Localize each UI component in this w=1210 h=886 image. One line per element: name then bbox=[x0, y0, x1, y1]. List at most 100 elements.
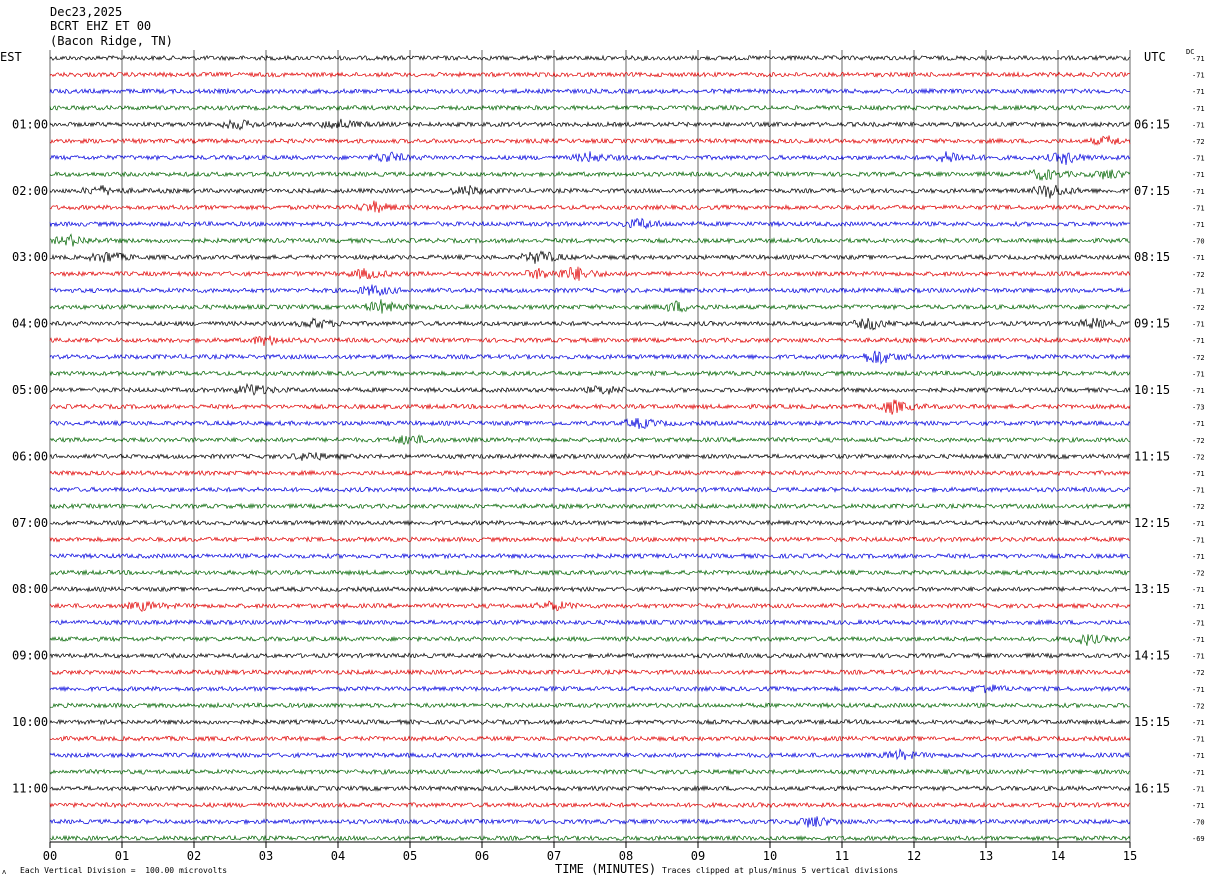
dc-offset-value: -71 bbox=[1192, 321, 1205, 329]
seismic-trace bbox=[49, 569, 1131, 577]
seismic-trace bbox=[49, 801, 1131, 809]
right-hour-label: 15:15 bbox=[1134, 715, 1170, 729]
dc-offset-value: -71 bbox=[1192, 802, 1205, 810]
left-hour-label: 02:00 bbox=[12, 184, 48, 198]
dc-offset-value: -72 bbox=[1192, 570, 1205, 578]
left-hour-label: 08:00 bbox=[12, 582, 48, 596]
dc-offset-value: -71 bbox=[1192, 553, 1205, 561]
dc-offset-value: -72 bbox=[1192, 669, 1205, 677]
dc-offset-value: -71 bbox=[1192, 719, 1205, 727]
dc-offset-value: -71 bbox=[1192, 619, 1205, 627]
right-hour-label: 06:15 bbox=[1134, 117, 1170, 131]
dc-offset-value: -71 bbox=[1192, 603, 1205, 611]
left-hour-label: 09:00 bbox=[12, 649, 48, 663]
right-hour-label: 16:15 bbox=[1134, 781, 1170, 795]
seismic-trace bbox=[49, 233, 1131, 247]
dc-offset-value: -71 bbox=[1192, 254, 1205, 262]
right-hour-label: 11:15 bbox=[1134, 449, 1170, 463]
seismic-trace bbox=[49, 768, 1131, 776]
x-tick-label: 00 bbox=[43, 849, 57, 863]
dc-offset-value: -71 bbox=[1192, 287, 1205, 295]
x-tick-label: 07 bbox=[547, 849, 561, 863]
seismic-trace bbox=[49, 217, 1131, 230]
seismic-trace bbox=[49, 200, 1131, 213]
dc-offset-value: -70 bbox=[1192, 238, 1205, 246]
seismic-trace bbox=[49, 502, 1131, 510]
seismic-trace bbox=[49, 535, 1131, 543]
dc-offset-value: -71 bbox=[1192, 653, 1205, 661]
dc-offset-value: -72 bbox=[1192, 354, 1205, 362]
right-hour-label: 14:15 bbox=[1134, 649, 1170, 663]
dc-offset-value: -71 bbox=[1192, 72, 1205, 80]
right-hour-label: 13:15 bbox=[1134, 582, 1170, 596]
seismic-trace bbox=[49, 600, 1131, 613]
right-hour-label: 09:15 bbox=[1134, 317, 1170, 331]
dc-offset-value: -71 bbox=[1192, 736, 1205, 744]
seismic-trace bbox=[49, 382, 1131, 396]
dc-offset-value: -72 bbox=[1192, 304, 1205, 312]
dc-offset-value: -71 bbox=[1192, 88, 1205, 96]
dc-offset-value: -71 bbox=[1192, 686, 1205, 694]
dc-offset-value: -71 bbox=[1192, 520, 1205, 528]
seismic-trace bbox=[49, 486, 1131, 494]
seismic-trace bbox=[49, 552, 1130, 560]
seismic-trace bbox=[49, 735, 1131, 743]
dc-offset-value: -71 bbox=[1192, 188, 1205, 196]
seismic-trace bbox=[49, 399, 1131, 415]
left-hour-label: 04:00 bbox=[12, 317, 48, 331]
dc-offset-value: -71 bbox=[1192, 337, 1205, 345]
x-tick-label: 05 bbox=[403, 849, 417, 863]
seismic-trace bbox=[49, 519, 1131, 527]
seismic-trace bbox=[49, 317, 1131, 331]
dc-offset-value: -70 bbox=[1192, 819, 1205, 827]
left-hour-label: 07:00 bbox=[12, 516, 48, 530]
seismic-trace bbox=[49, 652, 1131, 660]
seismic-trace bbox=[49, 87, 1131, 95]
seismic-trace bbox=[49, 266, 1131, 281]
dc-offset-value: -71 bbox=[1192, 105, 1205, 113]
left-timezone-label: EST bbox=[0, 50, 22, 64]
right-hour-label: 10:15 bbox=[1134, 383, 1170, 397]
seismic-trace bbox=[49, 284, 1131, 297]
x-axis-label: TIME (MINUTES) bbox=[555, 862, 657, 876]
dc-offset-value: -71 bbox=[1192, 752, 1205, 760]
x-tick-label: 02 bbox=[187, 849, 201, 863]
seismic-trace bbox=[49, 299, 1131, 314]
station-location-label: (Bacon Ridge, TN) bbox=[50, 34, 173, 48]
dc-offset-value: -72 bbox=[1192, 437, 1205, 445]
seismic-trace bbox=[49, 54, 1131, 62]
x-tick-label: 03 bbox=[259, 849, 273, 863]
dc-offset-value: -72 bbox=[1192, 138, 1205, 146]
seismic-trace bbox=[49, 469, 1131, 477]
x-tick-label: 14 bbox=[1051, 849, 1065, 863]
seismic-trace bbox=[49, 718, 1131, 726]
dc-offset-header: DC bbox=[1186, 48, 1195, 56]
clipping-note: Traces clipped at plus/minus 5 vertical … bbox=[662, 866, 899, 875]
x-tick-label: 08 bbox=[619, 849, 633, 863]
dc-offset-value: -71 bbox=[1192, 370, 1205, 378]
seismic-trace bbox=[49, 434, 1131, 446]
dc-offset-value: -73 bbox=[1192, 404, 1205, 412]
seismic-trace bbox=[49, 701, 1131, 709]
seismic-trace bbox=[49, 104, 1131, 112]
x-tick-label: 09 bbox=[691, 849, 705, 863]
vertical-scale-note: Each Vertical Division = 100.00 microvol… bbox=[20, 866, 228, 875]
seismic-trace bbox=[49, 668, 1131, 676]
seismic-trace bbox=[49, 184, 1130, 199]
seismic-trace bbox=[50, 250, 1131, 264]
x-tick-label: 15 bbox=[1123, 849, 1137, 863]
seismic-trace bbox=[49, 71, 1131, 79]
left-hour-label: 10:00 bbox=[12, 715, 48, 729]
footer-mark: ᴧ bbox=[2, 868, 7, 876]
left-hour-label: 11:00 bbox=[12, 781, 48, 795]
left-hour-label: 06:00 bbox=[12, 449, 48, 463]
seismic-trace bbox=[49, 168, 1131, 182]
left-hour-label: 01:00 bbox=[12, 117, 48, 131]
dc-offset-value: -71 bbox=[1192, 55, 1205, 63]
dc-offset-value: -69 bbox=[1192, 835, 1205, 843]
dc-offset-value: -71 bbox=[1192, 487, 1205, 495]
seismic-trace bbox=[49, 784, 1131, 792]
x-tick-label: 12 bbox=[907, 849, 921, 863]
dc-offset-value: -72 bbox=[1192, 271, 1205, 279]
